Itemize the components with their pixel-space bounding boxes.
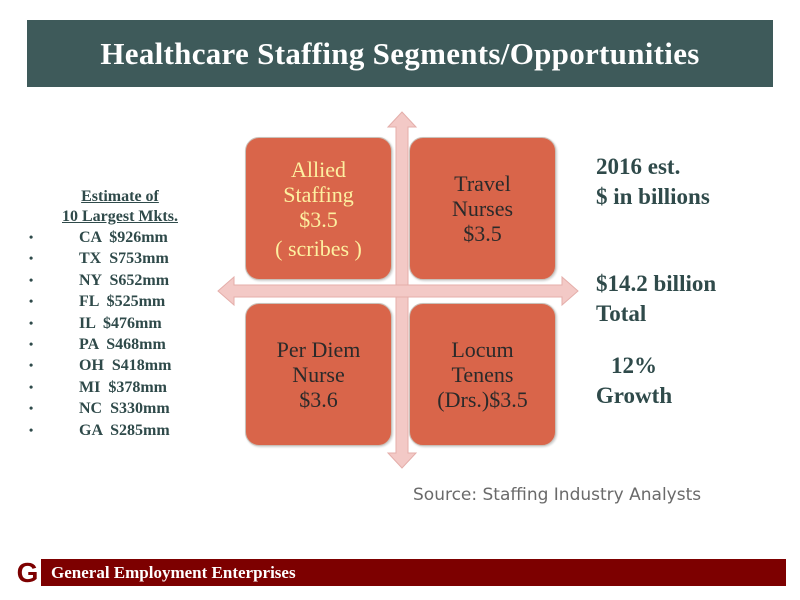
market-item: • NY S652mm: [14, 270, 214, 291]
markets-list: Estimate of 10 Largest Mkts. • CA $926mm •…: [14, 187, 214, 441]
horizontal-arrow: [217, 275, 579, 307]
growth-label: 12% Growth: [582, 351, 686, 411]
market-text: PA S468mm: [79, 336, 166, 354]
quad-text: Travel: [454, 171, 511, 196]
quad-text: Allied: [291, 156, 346, 182]
side-text: Total: [596, 301, 647, 326]
market-item: • TX S753mm: [14, 248, 214, 269]
market-text: NC S330mm: [79, 400, 170, 418]
bullet-icon: •: [29, 401, 34, 416]
bullet-icon: •: [29, 422, 34, 437]
quadrant-travel-nurses: Travel Nurses $3.5: [409, 137, 556, 280]
quad-text: (Drs.)$3.5: [437, 387, 528, 412]
market-item: • MI $378mm: [14, 377, 214, 398]
quad-text: Nurse: [292, 362, 345, 387]
quad-text: Staffing: [283, 181, 354, 207]
bullet-icon: •: [29, 315, 34, 330]
market-text: NY S652mm: [79, 271, 170, 289]
bullet-icon: •: [29, 272, 34, 287]
market-item: • CA $926mm: [14, 227, 214, 248]
market-item: • NC S330mm: [14, 398, 214, 419]
bullet-icon: •: [29, 337, 34, 352]
quad-text: Nurses: [451, 196, 514, 221]
markets-heading-2: 10 Largest Mkts.: [62, 208, 178, 225]
side-text: 12%: [611, 353, 657, 378]
company-logo: G: [14, 559, 41, 587]
quadrant-allied-staffing: Allied Staffing $3.5 ( scribes ): [245, 137, 392, 280]
market-text: TX S753mm: [79, 250, 169, 268]
quad-text: $3.5: [463, 221, 502, 246]
company-name: General Employment Enterprises: [51, 562, 296, 582]
bullet-icon: •: [29, 230, 34, 244]
market-item: • FL $525mm: [14, 291, 214, 312]
quad-text: Tenens: [451, 362, 514, 387]
side-text: $14.2 billion: [596, 271, 717, 296]
quadrant-locum-tenens: Locum Tenens (Drs.)$3.5: [409, 303, 556, 446]
market-item: • GA S285mm: [14, 420, 214, 441]
total-label: $14.2 billion Total: [596, 269, 716, 329]
estimate-label: 2016 est. $ in billions: [596, 152, 710, 212]
markets-heading: Estimate of: [81, 188, 159, 205]
market-text: IL $476mm: [79, 314, 162, 332]
market-text: OH S418mm: [79, 357, 172, 375]
market-item: • OH S418mm: [14, 355, 214, 376]
quadrant-per-diem: Per Diem Nurse $3.6: [245, 303, 392, 446]
market-text: GA S285mm: [79, 421, 170, 439]
source-note: Source: Staffing Industry Analysts: [413, 485, 702, 505]
side-text: Growth: [595, 383, 673, 408]
market-text: FL $525mm: [79, 293, 166, 311]
bullet-icon: •: [29, 251, 34, 266]
slide-title: Healthcare Staffing Segments/Opportuniti…: [100, 35, 700, 71]
market-item: • IL $476mm: [14, 313, 214, 334]
title-bar: Healthcare Staffing Segments/Opportuniti…: [27, 20, 773, 87]
quad-text: $3.6: [299, 387, 338, 412]
market-item: • PA S468mm: [14, 334, 214, 355]
side-text: $ in billions: [596, 184, 710, 209]
bullet-icon: •: [29, 358, 34, 373]
bullet-icon: •: [29, 379, 34, 394]
market-text: CA $926mm: [79, 229, 168, 246]
quad-text: $3.5: [299, 206, 338, 232]
market-text: MI $378mm: [79, 378, 167, 396]
quad-text: Locum: [451, 337, 514, 362]
bullet-icon: •: [29, 294, 34, 309]
side-text: 2016 est.: [596, 154, 681, 179]
quad-text: ( scribes ): [275, 235, 362, 261]
quad-text: Per Diem: [276, 337, 361, 362]
footer-bar: G General Employment Enterprises: [14, 559, 786, 587]
